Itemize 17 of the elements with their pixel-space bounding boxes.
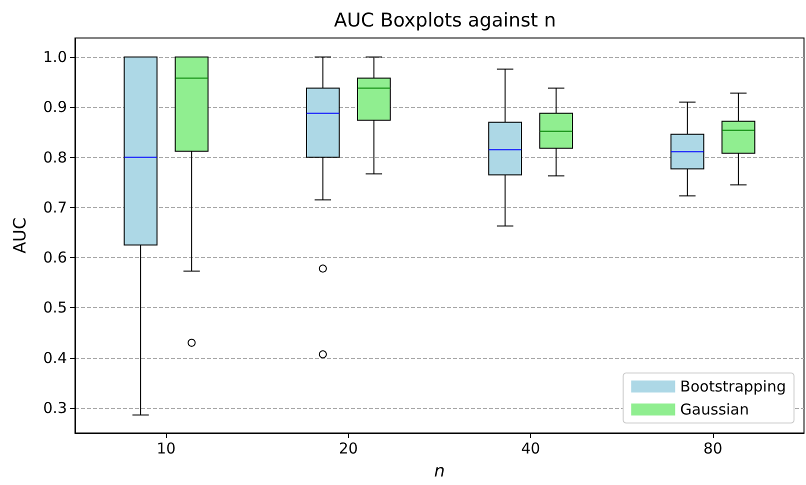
legend-label: Bootstrapping xyxy=(680,378,786,396)
y-tick-label: 0.7 xyxy=(43,198,67,216)
y-tick-label: 1.0 xyxy=(43,48,67,66)
y-tick-label: 0.9 xyxy=(43,98,67,116)
x-tick-label: 20 xyxy=(338,440,358,458)
x-tick-label: 80 xyxy=(703,440,722,458)
x-axis-title: n xyxy=(434,462,445,482)
y-tick-label: 0.3 xyxy=(43,398,67,417)
x-tick-label: 40 xyxy=(521,440,540,458)
y-tick-label: 0.6 xyxy=(43,248,67,267)
y-tick-label: 0.8 xyxy=(43,148,67,166)
y-tick-label: 0.4 xyxy=(43,348,67,367)
chart-title: AUC Boxplots against n xyxy=(334,10,556,32)
legend-label: Gaussian xyxy=(680,400,750,418)
y-axis-title: AUC xyxy=(10,218,30,254)
x-tick-label: 10 xyxy=(156,440,176,458)
y-tick-label: 0.5 xyxy=(43,298,67,317)
